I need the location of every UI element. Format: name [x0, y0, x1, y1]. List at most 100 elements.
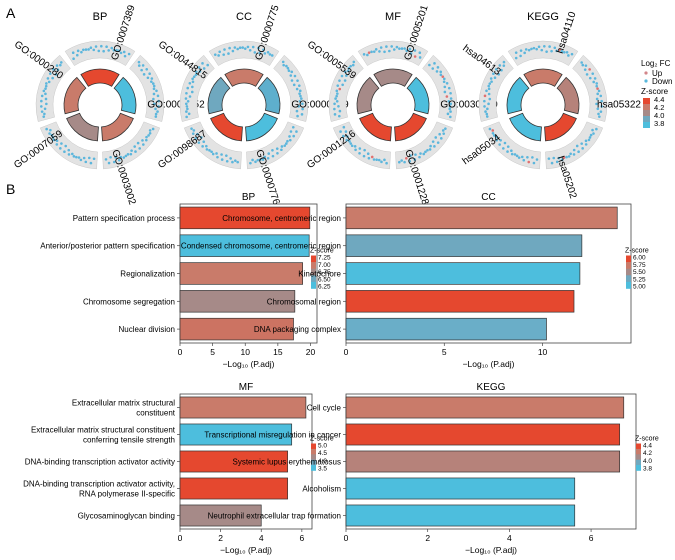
circos-segment: hsa05034	[461, 112, 542, 170]
circos-outer-band	[208, 40, 280, 66]
circos-zscore-arc	[210, 112, 243, 142]
down-gene-dot	[45, 82, 48, 85]
down-gene-dot	[186, 99, 190, 103]
down-gene-dot	[346, 135, 349, 138]
legend-tick: 6.75	[318, 269, 331, 276]
down-gene-dot	[488, 82, 492, 85]
category-label: Chromosome segregation	[83, 297, 175, 306]
bar	[345, 290, 575, 313]
circos-zscore-arc	[523, 68, 563, 87]
down-gene-dot	[513, 153, 517, 156]
down-gene-dot	[115, 48, 118, 52]
x-tick-label: 0	[178, 533, 183, 543]
legend-colorbar-step	[311, 281, 316, 289]
down-gene-dot	[92, 157, 96, 161]
down-gene-dot	[581, 147, 584, 150]
up-gene-dot	[558, 48, 561, 51]
down-gene-dot	[72, 57, 75, 61]
down-gene-dot	[155, 89, 158, 93]
down-gene-dot	[292, 134, 296, 138]
down-gene-dot	[596, 107, 600, 111]
down-gene-dot	[107, 49, 110, 52]
zscore-legend-title: Z-score	[641, 87, 669, 96]
circos-outer-band	[357, 40, 429, 66]
down-gene-dot	[514, 56, 518, 60]
legend-colorbar-step	[626, 255, 631, 263]
category-label: Extracellular matrix structural constitu…	[31, 426, 176, 435]
circos-segment: GO:0003002	[101, 112, 161, 207]
down-gene-dot	[595, 84, 598, 88]
down-gene-dot	[141, 64, 145, 67]
down-gene-dot	[340, 74, 344, 78]
down-gene-dot	[292, 83, 296, 87]
down-gene-dot	[145, 138, 148, 142]
down-gene-dot	[60, 142, 63, 145]
down-gene-dot	[552, 156, 556, 160]
down-gene-dot	[197, 141, 201, 144]
colorbar-step	[643, 98, 650, 104]
down-gene-dot	[152, 102, 156, 106]
down-gene-dot	[297, 84, 301, 87]
down-gene-dot	[263, 155, 267, 159]
category-label: Nuclear division	[119, 325, 175, 334]
down-gene-dot	[434, 136, 438, 139]
legend-colorbar-step	[311, 275, 316, 283]
down-gene-dot	[142, 73, 146, 76]
down-gene-dot	[600, 99, 603, 103]
down-gene-dot	[236, 47, 239, 51]
down-gene-dot	[418, 56, 422, 59]
down-gene-dot	[502, 147, 505, 150]
down-gene-dot	[195, 70, 198, 74]
down-gene-dot	[231, 49, 235, 53]
x-axis-label: −Log₁₀ (P.adj)	[220, 545, 272, 555]
down-gene-dot	[439, 73, 443, 77]
down-gene-dot	[418, 155, 421, 159]
down-gene-dot	[510, 152, 514, 156]
circos-outer-band	[35, 54, 71, 122]
down-gene-dot	[569, 152, 572, 156]
down-gene-dot	[55, 143, 59, 146]
x-tick-label: 6	[299, 533, 304, 543]
down-gene-dot	[362, 154, 366, 158]
down-gene-dot	[439, 137, 443, 140]
down-gene-dot	[492, 72, 495, 76]
down-gene-dot	[157, 105, 160, 108]
circos-segment: GO:0001216	[305, 112, 392, 171]
circos-term-label: hsa05034	[461, 132, 503, 167]
circos-term-label: hsa05322	[597, 100, 641, 111]
down-gene-dot	[448, 105, 452, 108]
down-gene-dot	[352, 60, 356, 64]
down-gene-dot	[600, 105, 604, 108]
down-gene-dot	[295, 87, 299, 91]
down-gene-dot	[156, 110, 159, 113]
down-gene-dot	[426, 148, 429, 152]
legend-tick: 4.0	[643, 458, 652, 465]
down-gene-dot	[595, 82, 599, 85]
down-gene-dot	[599, 94, 603, 98]
circos-zscore-arc	[257, 76, 281, 115]
circos-term-label: GO:0009952	[147, 100, 205, 111]
down-gene-dot	[186, 86, 190, 90]
down-gene-dot	[191, 77, 194, 81]
x-tick-label: 4	[259, 533, 264, 543]
down-gene-dot	[592, 80, 595, 84]
category-label: DNA-binding transcription activator acti…	[25, 458, 175, 467]
down-gene-dot	[524, 48, 528, 51]
down-gene-dot	[141, 139, 144, 142]
down-gene-dot	[40, 105, 43, 108]
down-gene-dot	[52, 138, 56, 142]
down-gene-dot	[405, 49, 409, 53]
down-gene-dot	[335, 100, 339, 103]
down-gene-dot	[515, 154, 519, 158]
down-gene-dot	[540, 48, 544, 52]
down-gene-dot	[285, 142, 288, 145]
down-gene-dot	[570, 52, 574, 56]
circos-term-label: GO:0000779	[291, 100, 349, 111]
down-gene-dot	[486, 107, 489, 111]
down-gene-dot	[152, 97, 155, 101]
down-gene-dot	[562, 50, 566, 54]
panel-label-a: A	[6, 5, 16, 21]
down-gene-dot	[448, 107, 452, 111]
legend-tick: 7.25	[318, 255, 331, 262]
circos-segment: GO:0007059	[12, 112, 99, 171]
